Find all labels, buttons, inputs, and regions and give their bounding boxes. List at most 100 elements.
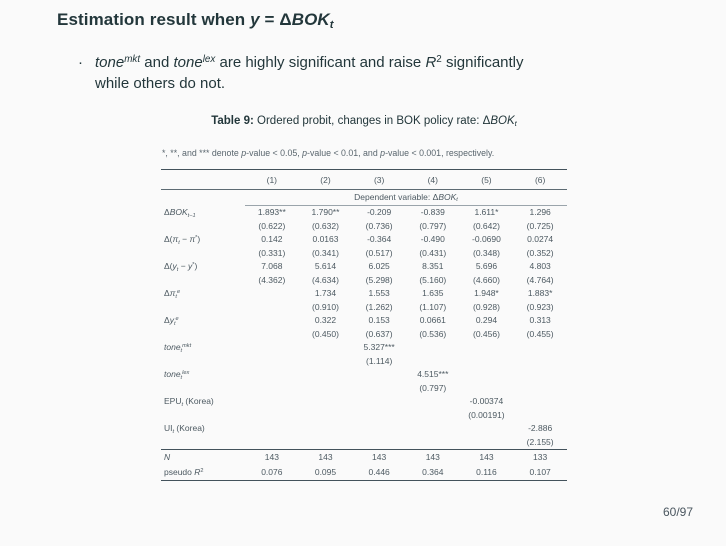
estimate-cell: 8.351: [422, 261, 444, 272]
bullet-marker: ·: [78, 54, 83, 71]
stderr-cell: [245, 408, 299, 421]
estimate-cell: [245, 368, 299, 382]
empty-header-cell: [161, 169, 245, 190]
stderr-cell: (0.331): [258, 247, 286, 258]
stderr-cell: (0.622): [258, 220, 286, 231]
estimate-cell: [245, 422, 299, 436]
stderr-cell: (0.00191): [468, 409, 505, 420]
stderr-cell: [299, 354, 353, 367]
estimate-cell: -0.490: [420, 234, 445, 245]
slide-title: Estimation result when y = ΔBOKt: [57, 10, 334, 32]
column-header: (5): [459, 169, 514, 190]
table-stats: N 143 143 143 143 143 133 pseudo R2 0.076 0.095 0.…: [161, 448, 567, 480]
dependent-variable-label: Dependent variable: ΔBOKt: [245, 189, 567, 207]
estimate-cell: -2.886: [528, 423, 553, 434]
stderr-cell: [460, 435, 514, 449]
stderr-cell: [299, 408, 353, 421]
estimate-cell: [352, 368, 406, 382]
estimate-row: tonetlex 4.515***: [161, 368, 567, 382]
stderr-cell: (0.928): [472, 301, 500, 312]
estimate-row: tonetmkt 5.327***: [161, 341, 567, 355]
column-header: (4): [405, 169, 460, 190]
stat-label: N: [161, 448, 245, 465]
stderr-cell: (0.632): [312, 220, 339, 231]
stderr-cell: (0.517): [365, 247, 393, 258]
stderr-cell: (0.455): [526, 328, 554, 339]
variable-label: EPUt (Korea): [164, 396, 214, 408]
stderr-cell: [245, 381, 299, 394]
stderr-cell: [245, 327, 299, 340]
stat-cell: 143: [405, 448, 460, 465]
table-body: ΔBOKt−1 1.893** 1.790** -0.209 -0.839 1.611* 1…: [161, 206, 567, 450]
stderr-cell: (2.155): [526, 436, 554, 447]
estimate-cell: [299, 368, 353, 382]
stderr-cell: (0.431): [419, 247, 447, 258]
stderr-cell: (1.114): [365, 355, 393, 366]
estimate-cell: [245, 287, 299, 301]
stderr-cell: (0.797): [419, 220, 447, 231]
stat-cell: 0.116: [476, 466, 497, 477]
slide-title-math: y = ΔBOKt: [250, 10, 334, 32]
estimate-cell: 4.515***: [417, 369, 449, 380]
empty-cell: [161, 246, 245, 259]
estimate-cell: 1.893**: [257, 207, 286, 218]
stderr-cell: (0.923): [526, 301, 554, 312]
estimate-cell: [352, 395, 406, 409]
estimate-cell: 7.068: [261, 261, 283, 272]
estimate-cell: [352, 422, 406, 436]
stat-cell: 0.446: [368, 466, 390, 477]
stderr-row: (0.797): [161, 381, 567, 394]
estimate-cell: -0.839: [420, 207, 445, 218]
stderr-row: (4.362) (4.634) (5.298) (5.160) (4.660) (4.76…: [161, 273, 567, 286]
estimate-cell: 0.142: [261, 234, 283, 245]
stderr-row: (0.622) (0.632) (0.736) (0.797) (0.642) (0.72…: [161, 219, 567, 232]
empty-cell: [161, 435, 245, 449]
column-header: (6): [513, 169, 567, 190]
estimate-cell: -0.00374: [469, 396, 504, 407]
estimate-cell: 1.790**: [311, 207, 340, 218]
stderr-cell: [513, 381, 567, 394]
stderr-cell: [406, 435, 460, 449]
dependent-variable-row: Dependent variable: ΔBOKt: [161, 189, 567, 207]
estimate-cell: 1.553: [368, 288, 390, 299]
stderr-cell: (0.736): [365, 220, 393, 231]
estimate-cell: 1.611*: [474, 207, 499, 218]
stderr-cell: (0.341): [312, 247, 339, 258]
stderr-cell: (0.352): [526, 247, 554, 258]
stderr-cell: [352, 381, 406, 394]
stderr-cell: (0.910): [312, 301, 339, 312]
stat-cell: 143: [352, 448, 406, 465]
estimate-cell: [513, 341, 567, 355]
stderr-cell: [406, 354, 460, 367]
estimate-cell: 0.0163: [312, 234, 339, 245]
stderr-cell: (0.725): [526, 220, 554, 231]
table-note: *, **, and *** denote p-value < 0.05, p-…: [162, 148, 495, 158]
estimate-cell: 5.614: [314, 261, 337, 272]
estimate-cell: [460, 368, 514, 382]
stderr-cell: [513, 354, 567, 367]
estimate-cell: 1.734: [314, 288, 337, 299]
variable-label: Δyte: [164, 315, 179, 327]
stat-cell: 0.076: [261, 466, 283, 477]
stat-row: pseudo R2 0.076 0.095 0.446 0.364 0.116 0.107: [161, 465, 567, 480]
stderr-row: (0.450) (0.637) (0.536) (0.456) (0.455): [161, 327, 567, 340]
estimate-cell: [460, 422, 514, 436]
empty-cell: [161, 408, 245, 421]
estimate-cell: [513, 395, 567, 409]
stat-cell: 0.107: [529, 466, 551, 477]
estimate-cell: [245, 341, 299, 355]
variable-label: ΔBOKt−1: [164, 207, 196, 219]
column-header-row: (1) (2) (3) (4) (5) (6): [161, 169, 567, 190]
stderr-row: (2.155): [161, 435, 567, 449]
stderr-row: (0.910) (1.262) (1.107) (0.928) (0.923): [161, 300, 567, 313]
column-header: (1): [245, 169, 299, 190]
stderr-cell: [406, 408, 460, 421]
stderr-cell: (0.536): [419, 328, 447, 339]
bullet-item: · tonemkt and tonelex are highly signifi…: [78, 52, 538, 95]
column-header: (3): [352, 169, 406, 190]
estimate-cell: [406, 341, 460, 355]
estimate-cell: 1.635: [422, 288, 444, 299]
estimate-cell: 0.153: [368, 315, 390, 326]
empty-cell: [161, 273, 245, 286]
column-header: (2): [298, 169, 353, 190]
